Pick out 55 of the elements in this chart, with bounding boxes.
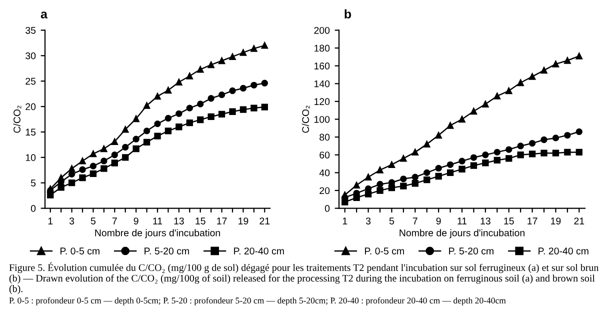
chart-title: b: [344, 9, 352, 18]
x-tick-label: 11: [153, 218, 162, 224]
chart-title: a: [40, 12, 48, 18]
x-tick-label: 21: [574, 218, 584, 224]
x-tick-label: 9: [134, 218, 138, 224]
legend-label: P. 5-20 cm: [449, 248, 494, 254]
y-tick-label: 20: [26, 103, 36, 110]
y-tick-label: 80: [320, 134, 330, 141]
y-tick-label: 30: [26, 52, 36, 60]
y-tick-label: 100: [314, 116, 330, 123]
y-tick-label: 20: [320, 187, 330, 194]
y-tick-label: 120: [314, 98, 330, 106]
y-tick-label: 5: [30, 180, 36, 186]
x-tick-label: 17: [217, 218, 227, 224]
y-tick-label: 35: [26, 26, 36, 34]
x-tick-label: 21: [260, 218, 270, 224]
y-tick-label: 200: [314, 26, 330, 34]
legend-label: P. 5-20 cm: [144, 248, 189, 254]
legend-label: P. 20-40 cm: [538, 248, 588, 254]
x-tick-label: 19: [238, 218, 248, 224]
x-tick-label: 17: [528, 218, 538, 224]
y-tick-label: 180: [314, 44, 330, 52]
y-tick-label: 15: [26, 128, 36, 136]
y-tick-label: 60: [320, 152, 330, 158]
y-tick-label: 40: [319, 169, 330, 176]
x-axis-title: Nombre de jours d'incubation: [400, 229, 524, 238]
x-axis-title: Nombre de jours d'incubation: [95, 229, 220, 238]
x-tick-label: 13: [174, 218, 184, 224]
legend-label: P. 0-5 cm: [365, 248, 404, 254]
x-tick-label: 1: [48, 218, 53, 224]
y-tick-label: 140: [314, 80, 330, 88]
x-tick-label: 15: [504, 218, 514, 224]
x-tick-label: 15: [196, 218, 206, 224]
x-tick-label: 3: [366, 218, 371, 224]
legend-label: P. 0-5 cm: [60, 248, 100, 254]
y-axis-title: C/CO₂: [13, 106, 22, 133]
x-tick-label: 5: [90, 218, 96, 224]
y-axis-title: C/CO₂: [302, 106, 310, 133]
y-tick-label: 0: [324, 205, 330, 212]
text: P. 0-5 : profondeur 0-5 cm — depth 0-5cm; P. 5-20 : profondeur 5-20 cm — depth 5-20cm; P. 20-40 : profondeur 20-40 cm — depth 20-40cm: [9, 297, 506, 306]
x-tick-label: 3: [69, 218, 74, 224]
x-tick-label: 19: [551, 218, 561, 224]
x-tick-label: 11: [458, 218, 467, 224]
y-tick-label: 10: [26, 154, 36, 162]
x-tick-label: 9: [436, 218, 441, 224]
x-tick-label: 5: [389, 218, 394, 224]
x-tick-label: 1: [342, 218, 348, 224]
y-tick-label: 0: [30, 205, 36, 212]
y-tick-label: 160: [314, 62, 330, 70]
y-tick-label: 25: [26, 78, 36, 85]
caption: Figure 5. Évolution cumulée du C/CO₂ (mg/100 g de sol) dégagé pour les traitements T2 pendant l'incubation sur sol ferrugineux (a) et sur sol brun (b) — Drawn evolution of the C/CO₂ (mg/100g of soil) released for the processing T2 during the incubation on ferruginous soil (a) and brown soil (b).: [9, 262, 599, 294]
x-tick-label: 7: [412, 218, 418, 224]
x-tick-label: 7: [112, 218, 117, 224]
legend-label: P. 20-40 cm: [234, 248, 284, 254]
x-tick-label: 13: [480, 218, 490, 224]
